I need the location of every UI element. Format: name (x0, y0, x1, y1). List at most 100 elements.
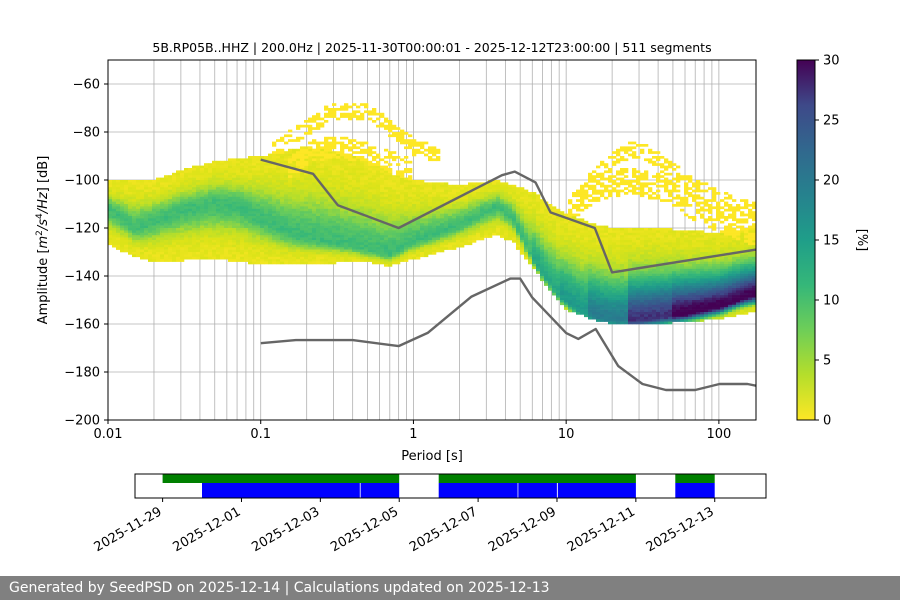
density-cell (396, 230, 401, 234)
density-cell (376, 182, 381, 186)
density-cell (544, 259, 549, 262)
density-cell (184, 232, 189, 236)
density-cell (168, 213, 173, 217)
density-cell (360, 175, 365, 178)
density-cell (336, 211, 341, 214)
density-cell (208, 165, 213, 169)
density-cell (560, 228, 565, 231)
density-cell (628, 228, 633, 231)
density-cell (620, 285, 625, 289)
density-cell (304, 201, 309, 205)
density-cell (632, 256, 637, 260)
density-cell (180, 232, 185, 236)
density-cell (180, 206, 185, 210)
density-cell (504, 206, 509, 210)
density-cell (476, 199, 481, 202)
density-cell (356, 170, 361, 174)
density-cell (628, 307, 633, 310)
density-cell (400, 228, 405, 231)
density-cell (344, 160, 349, 164)
density-cell (140, 211, 145, 214)
density-cell (348, 225, 353, 229)
density-cell (216, 201, 221, 205)
density-cell (152, 204, 157, 207)
density-cell (604, 230, 609, 234)
density-cell (524, 199, 529, 202)
density-cell (440, 201, 445, 205)
density-cell (360, 211, 365, 214)
density-cell (536, 216, 541, 219)
density-cell (160, 256, 165, 260)
density-cell (176, 192, 181, 195)
density-cell (488, 211, 493, 214)
density-cell (376, 259, 381, 262)
density-cell (612, 232, 617, 236)
density-cell (228, 206, 233, 210)
density-cell (312, 220, 317, 224)
density-cell (388, 189, 393, 193)
density-cell (636, 316, 641, 320)
density-cell (264, 254, 269, 258)
density-cell (524, 240, 529, 243)
density-cell (248, 156, 253, 159)
density-cell (192, 192, 197, 195)
density-cell (188, 249, 193, 253)
density-cell (500, 206, 505, 210)
density-cell (364, 194, 369, 198)
density-cell (584, 300, 589, 303)
density-cell (224, 237, 229, 241)
density-cell (236, 158, 241, 162)
density-cell (372, 220, 377, 224)
density-cell (268, 163, 273, 166)
density-cell (208, 218, 213, 222)
density-cell (324, 208, 329, 212)
density-cell (364, 189, 369, 193)
density-cell (232, 160, 237, 164)
density-cell (112, 201, 117, 205)
density-cell (616, 292, 621, 296)
density-cell (364, 204, 369, 207)
density-cell (296, 165, 301, 169)
density-cell (528, 204, 533, 207)
density-cell (332, 201, 337, 205)
density-cell (348, 201, 353, 205)
density-cell (444, 225, 449, 229)
density-cell (580, 273, 585, 277)
density-cell (128, 249, 133, 253)
density-cell (304, 242, 309, 246)
density-cell (260, 235, 265, 238)
density-cell (492, 192, 497, 195)
density-cell (596, 225, 601, 229)
density-cell (592, 247, 597, 250)
density-cell (544, 225, 549, 229)
density-cell (268, 156, 273, 159)
density-cell (332, 213, 337, 217)
density-cell (200, 177, 205, 181)
density-cell (168, 199, 173, 202)
density-cell (312, 204, 317, 207)
density-cell (212, 184, 217, 188)
density-cell (276, 230, 281, 234)
density-cell (344, 199, 349, 202)
density-cell (384, 204, 389, 207)
density-cell (300, 187, 305, 190)
density-cell (528, 216, 533, 219)
density-cell (304, 196, 309, 200)
density-cell (384, 230, 389, 234)
density-cell (408, 256, 413, 260)
density-cell (240, 223, 245, 226)
density-cell (120, 225, 125, 229)
density-cell (364, 220, 369, 224)
density-cell (388, 232, 393, 236)
density-cell (328, 247, 333, 250)
density-cell (512, 184, 517, 188)
density-cell (184, 206, 189, 210)
density-cell (508, 184, 513, 188)
density-cell (372, 256, 377, 260)
density-cell (564, 273, 569, 277)
density-cell (624, 312, 629, 315)
density-cell (356, 259, 361, 262)
density-cell (424, 194, 429, 198)
density-cell (312, 177, 317, 181)
density-cell (632, 244, 637, 248)
